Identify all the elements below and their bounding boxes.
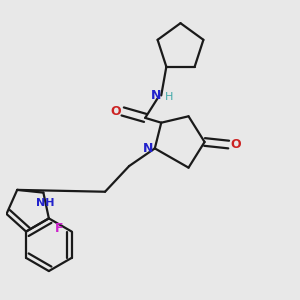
Text: N: N xyxy=(151,89,162,102)
Text: NH: NH xyxy=(36,198,54,208)
Text: F: F xyxy=(55,223,64,236)
Text: N: N xyxy=(142,142,153,155)
Text: O: O xyxy=(110,105,121,118)
Text: O: O xyxy=(230,138,241,151)
Text: H: H xyxy=(165,92,173,102)
